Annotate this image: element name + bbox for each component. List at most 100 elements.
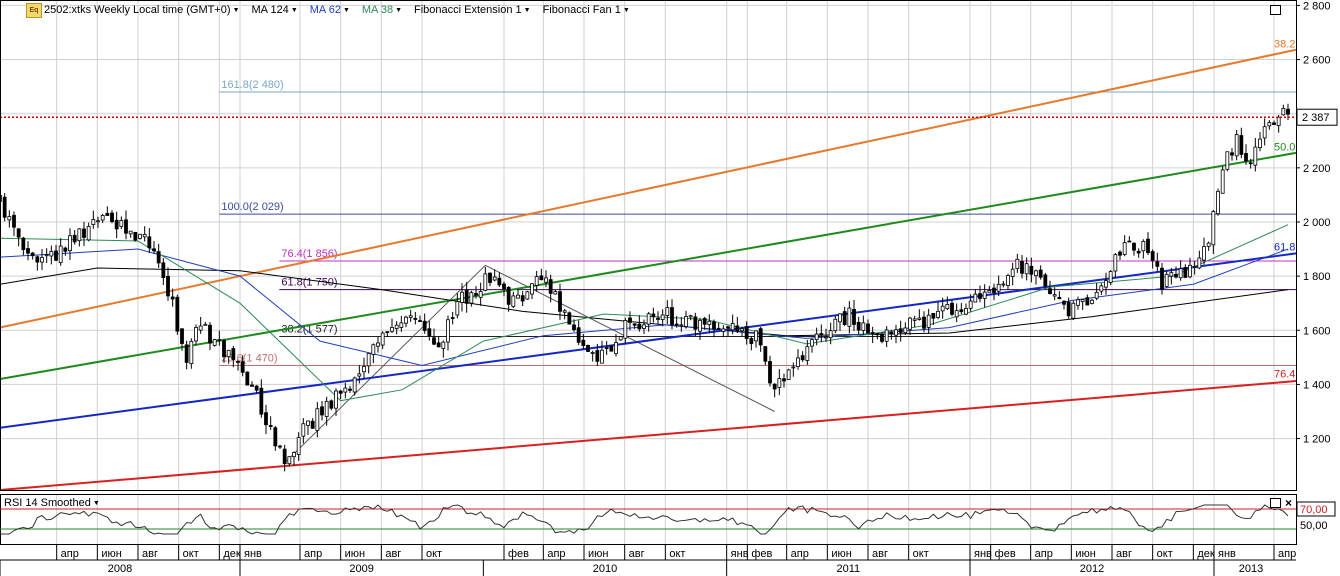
candle-body bbox=[1220, 169, 1225, 194]
ma62-menu[interactable]: MA 62 ▼ bbox=[310, 4, 350, 16]
ma38-menu[interactable]: MA 38 ▼ bbox=[362, 4, 402, 16]
candle-body bbox=[964, 308, 968, 315]
candle-body bbox=[810, 339, 814, 347]
candle-body bbox=[735, 325, 740, 332]
fan-line bbox=[0, 151, 1297, 380]
fib-extension-menu[interactable]: Fibonacci Extension 1 ▼ bbox=[414, 4, 531, 16]
x-tick-label: дек bbox=[223, 548, 241, 560]
candle-body bbox=[58, 245, 63, 264]
symbol-menu[interactable]: 2502:xtks Weekly Local time (GMT+0) ▼ bbox=[44, 4, 240, 16]
candle-body bbox=[530, 283, 534, 295]
candle-body bbox=[96, 220, 100, 223]
candle-body bbox=[744, 326, 749, 339]
candle-body bbox=[175, 296, 180, 332]
main-frame bbox=[0, 0, 1297, 491]
x-tick-label: апр bbox=[1278, 548, 1296, 560]
candle-body bbox=[1080, 299, 1085, 302]
candle-body bbox=[754, 330, 758, 342]
candle-body bbox=[618, 336, 623, 341]
candle-body bbox=[446, 319, 450, 343]
close-rsi-icon[interactable]: × bbox=[1285, 496, 1293, 510]
candle-body bbox=[1127, 240, 1132, 243]
candle-body bbox=[1136, 250, 1141, 254]
y-tick-label: 2 000 bbox=[1303, 217, 1331, 229]
rsi-tick-label: 50,00 bbox=[1300, 520, 1328, 532]
dropdown-arrow-icon: ▼ bbox=[395, 6, 402, 14]
candle-body bbox=[352, 377, 357, 393]
candle-body bbox=[908, 317, 912, 330]
candle-body bbox=[306, 420, 310, 426]
candle-body bbox=[679, 324, 684, 327]
candle-body bbox=[12, 214, 16, 228]
fib-fan-menu[interactable]: Fibonacci Fan 1 ▼ bbox=[543, 4, 630, 16]
candle-body bbox=[982, 291, 987, 299]
x-tick-label: июн bbox=[345, 548, 365, 560]
candle-body bbox=[880, 334, 884, 342]
candle-body bbox=[1043, 274, 1048, 287]
candle-body bbox=[63, 247, 68, 252]
candle-body bbox=[483, 273, 488, 291]
candle-body bbox=[1104, 280, 1108, 288]
ma124-menu[interactable]: MA 124 ▼ bbox=[252, 4, 298, 16]
candle-body bbox=[133, 231, 138, 241]
candle-body bbox=[698, 319, 702, 332]
candle-body bbox=[898, 328, 903, 333]
maximize-chart-button[interactable] bbox=[1270, 5, 1281, 15]
candle-body bbox=[1029, 265, 1034, 275]
candle-body bbox=[264, 412, 268, 426]
candle-body bbox=[520, 295, 525, 302]
candle-body bbox=[562, 310, 567, 313]
fib-extension-label: Fibonacci Extension 1 bbox=[414, 4, 522, 16]
x-tick-label: авг bbox=[385, 548, 401, 560]
candle-body bbox=[1164, 273, 1169, 287]
candle-body bbox=[1234, 134, 1239, 157]
candle-body bbox=[632, 323, 637, 326]
candle-body bbox=[1174, 273, 1178, 278]
ma124-label: MA 124 bbox=[251, 4, 289, 16]
candle-body bbox=[198, 325, 203, 331]
candle-body bbox=[273, 427, 278, 447]
candle-body bbox=[894, 329, 898, 336]
candle-body bbox=[665, 307, 670, 316]
candle-body bbox=[488, 272, 492, 283]
rsi-panel: 70,00 50,00 bbox=[0, 501, 1336, 535]
rsi-menu[interactable]: RSI 14 Smoothed ▼ bbox=[4, 497, 100, 509]
candle-body bbox=[642, 324, 646, 329]
candle-body bbox=[548, 279, 553, 294]
maximize-rsi-button[interactable] bbox=[1270, 498, 1281, 508]
candle-body bbox=[450, 317, 455, 319]
candle-body bbox=[250, 384, 254, 387]
candle-body bbox=[324, 400, 329, 417]
year-label: 2011 bbox=[837, 563, 861, 575]
candle-body bbox=[572, 324, 576, 331]
year-label: 2008 bbox=[108, 563, 132, 575]
candle-body bbox=[1248, 162, 1253, 165]
candle-body bbox=[856, 321, 861, 331]
x-tick-label: окт bbox=[669, 548, 685, 560]
candle-body bbox=[348, 388, 352, 391]
candle-body bbox=[558, 291, 562, 312]
candle-body bbox=[945, 304, 950, 310]
candle-body bbox=[105, 212, 110, 216]
y-tick-label: 1 400 bbox=[1303, 379, 1331, 391]
candle-body bbox=[469, 292, 474, 304]
candle-body bbox=[1192, 266, 1197, 268]
candle-body bbox=[492, 276, 497, 281]
candle-body bbox=[2, 196, 7, 218]
x-tick-label: окт bbox=[183, 548, 199, 560]
candle-body bbox=[278, 445, 282, 448]
candle-body bbox=[544, 277, 548, 283]
candle-body bbox=[357, 373, 362, 377]
candle-body bbox=[208, 324, 212, 344]
candle-body bbox=[586, 344, 590, 352]
candle-body bbox=[1146, 238, 1150, 254]
y-tick-label: 1 600 bbox=[1303, 325, 1331, 337]
candle-body bbox=[1286, 108, 1290, 115]
y-tick-label: 2 800 bbox=[1303, 0, 1331, 12]
x-tick-label: июн bbox=[588, 548, 608, 560]
candle-body bbox=[1034, 270, 1038, 277]
candle-body bbox=[1099, 285, 1104, 292]
candle-body bbox=[320, 406, 324, 416]
candle-body bbox=[763, 346, 768, 362]
